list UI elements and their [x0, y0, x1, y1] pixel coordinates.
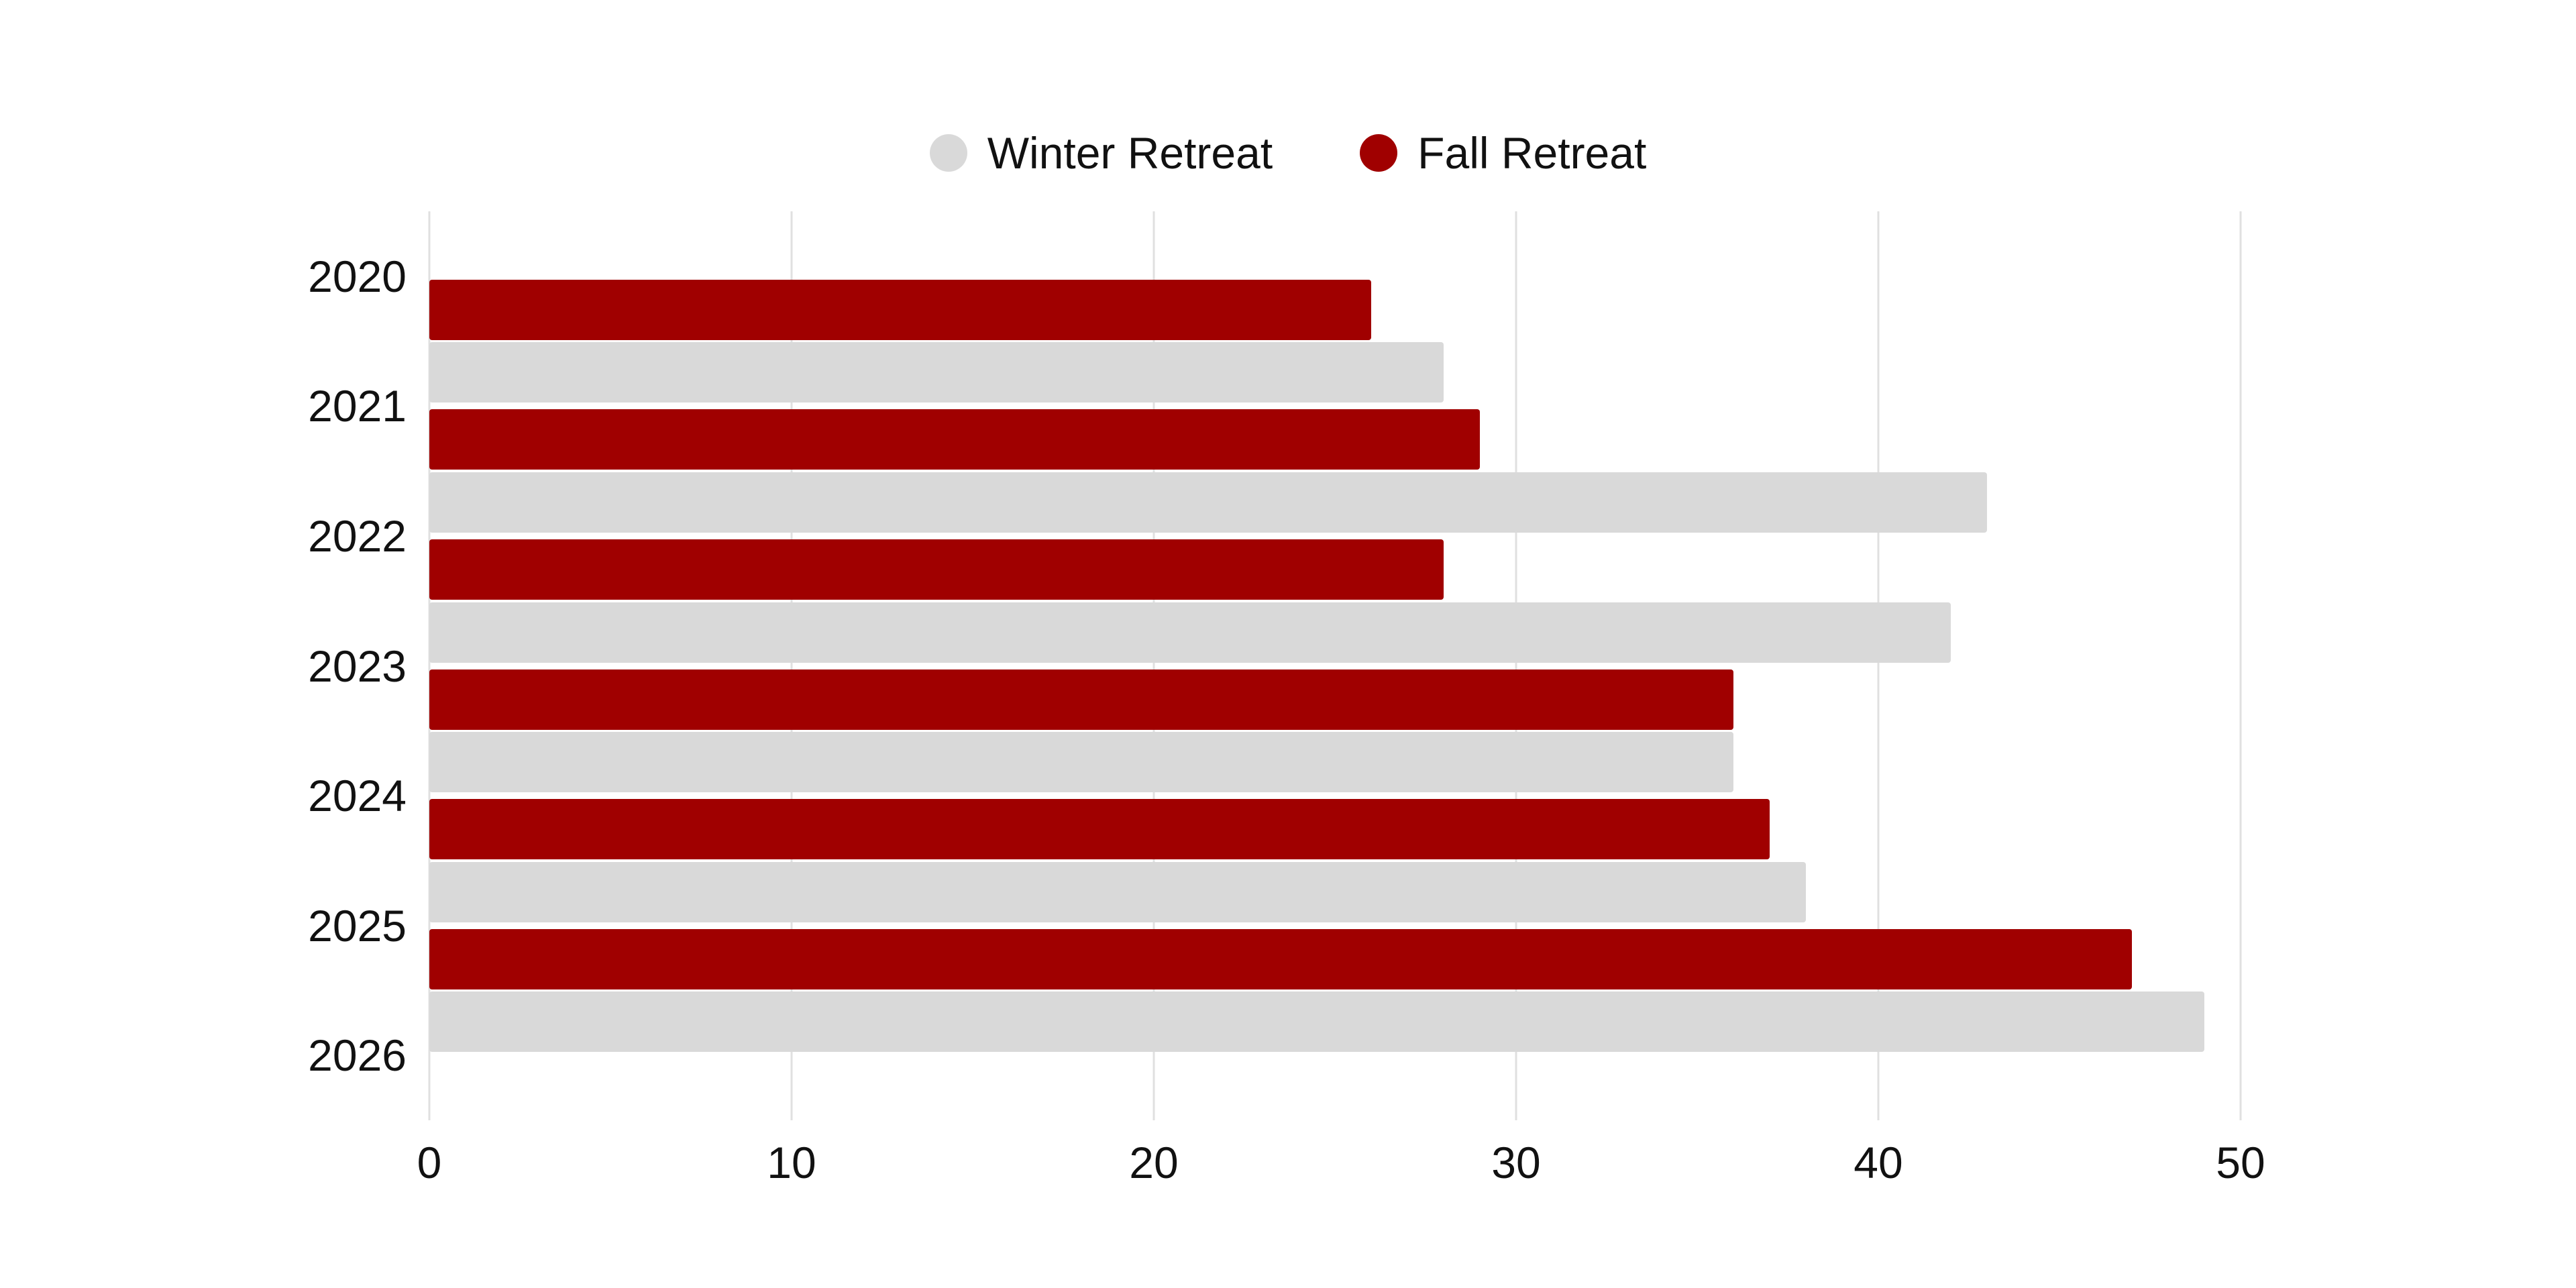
bar-track — [429, 409, 2241, 470]
x-axis-tick-label-30: 30 — [1491, 1138, 1541, 1187]
bar-fall-retreat-2022 — [429, 539, 1444, 600]
bar-winter-retreat-2022 — [429, 472, 1987, 533]
bar-track — [429, 799, 2241, 860]
legend-label-fall-retreat: Fall Retreat — [1417, 128, 1647, 178]
legend-dot-fall-icon — [1360, 134, 1398, 172]
legend-item-fall-retreat[interactable]: Fall Retreat — [1360, 127, 1646, 178]
y-axis-label-2022: 2022 — [308, 511, 407, 561]
bar-track — [429, 213, 2241, 273]
y-axis-label-2021: 2021 — [308, 381, 407, 431]
gridline-0 — [428, 211, 431, 1120]
bar-fall-retreat-2023 — [429, 669, 1733, 730]
gridline-40 — [1877, 211, 1880, 1120]
bar-track — [429, 602, 2241, 663]
bar-track — [429, 732, 2241, 793]
category-row-2024: 2024 — [308, 731, 2241, 861]
gridline-50 — [2239, 211, 2242, 1120]
bar-track — [429, 342, 2241, 403]
bar-track — [429, 928, 2241, 989]
x-axis: 0 10 20 30 40 50 — [417, 1137, 2265, 1197]
x-axis-tick-label-40: 40 — [1854, 1138, 1903, 1187]
category-row-2026: 2026 — [308, 990, 2241, 1120]
y-axis-label-2023: 2023 — [308, 641, 407, 691]
legend-label-winter-retreat: Winter Retreat — [987, 128, 1273, 178]
bar-winter-retreat-2025 — [429, 861, 1806, 922]
y-axis-label-2024: 2024 — [308, 771, 407, 821]
y-axis-label-2026: 2026 — [308, 1030, 407, 1081]
category-row-2022: 2022 — [308, 471, 2241, 601]
x-axis-tick-label-20: 20 — [1129, 1138, 1179, 1187]
x-axis-tick-label-50: 50 — [2216, 1138, 2265, 1187]
category-row-2020: 2020 — [308, 211, 2241, 341]
category-row-2021: 2021 — [308, 341, 2241, 472]
rows: 2020 2021 2022 2023 2024 2025 2026 — [308, 211, 2241, 1120]
gridline-10 — [790, 211, 793, 1120]
plot-area: 2020 2021 2022 2023 2024 2025 2026 — [308, 211, 2242, 1120]
x-axis-tick-label-10: 10 — [767, 1138, 816, 1187]
bar-fall-retreat-2024 — [429, 799, 1770, 860]
bar-fall-retreat-2020 — [429, 279, 1371, 340]
bar-track — [429, 472, 2241, 533]
bar-fall-retreat-2021 — [429, 409, 1480, 470]
y-axis-label-2020: 2020 — [308, 251, 407, 301]
bar-track — [429, 1059, 2241, 1119]
legend: Winter Retreat Fall Retreat — [0, 127, 2576, 178]
bar-track — [429, 539, 2241, 600]
category-row-2023: 2023 — [308, 601, 2241, 731]
bar-track — [429, 991, 2241, 1053]
bar-winter-retreat-2023 — [429, 602, 1951, 663]
bar-fall-retreat-2025 — [429, 928, 2132, 989]
bar-track — [429, 861, 2241, 922]
legend-item-winter-retreat[interactable]: Winter Retreat — [929, 127, 1273, 178]
gridline-30 — [1515, 211, 1517, 1120]
category-row-2025: 2025 — [308, 861, 2241, 991]
x-axis-tick-label-0: 0 — [417, 1138, 442, 1187]
gridlines — [428, 211, 2242, 1120]
legend-dot-winter-icon — [929, 134, 967, 172]
bar-winter-retreat-2021 — [429, 342, 1444, 403]
bar-track — [429, 279, 2241, 340]
bar-winter-retreat-2024 — [429, 732, 1733, 793]
bar-winter-retreat-2026 — [429, 991, 2204, 1053]
bar-track — [429, 669, 2241, 730]
gridline-20 — [1152, 211, 1155, 1120]
y-axis-label-2025: 2025 — [308, 900, 407, 951]
